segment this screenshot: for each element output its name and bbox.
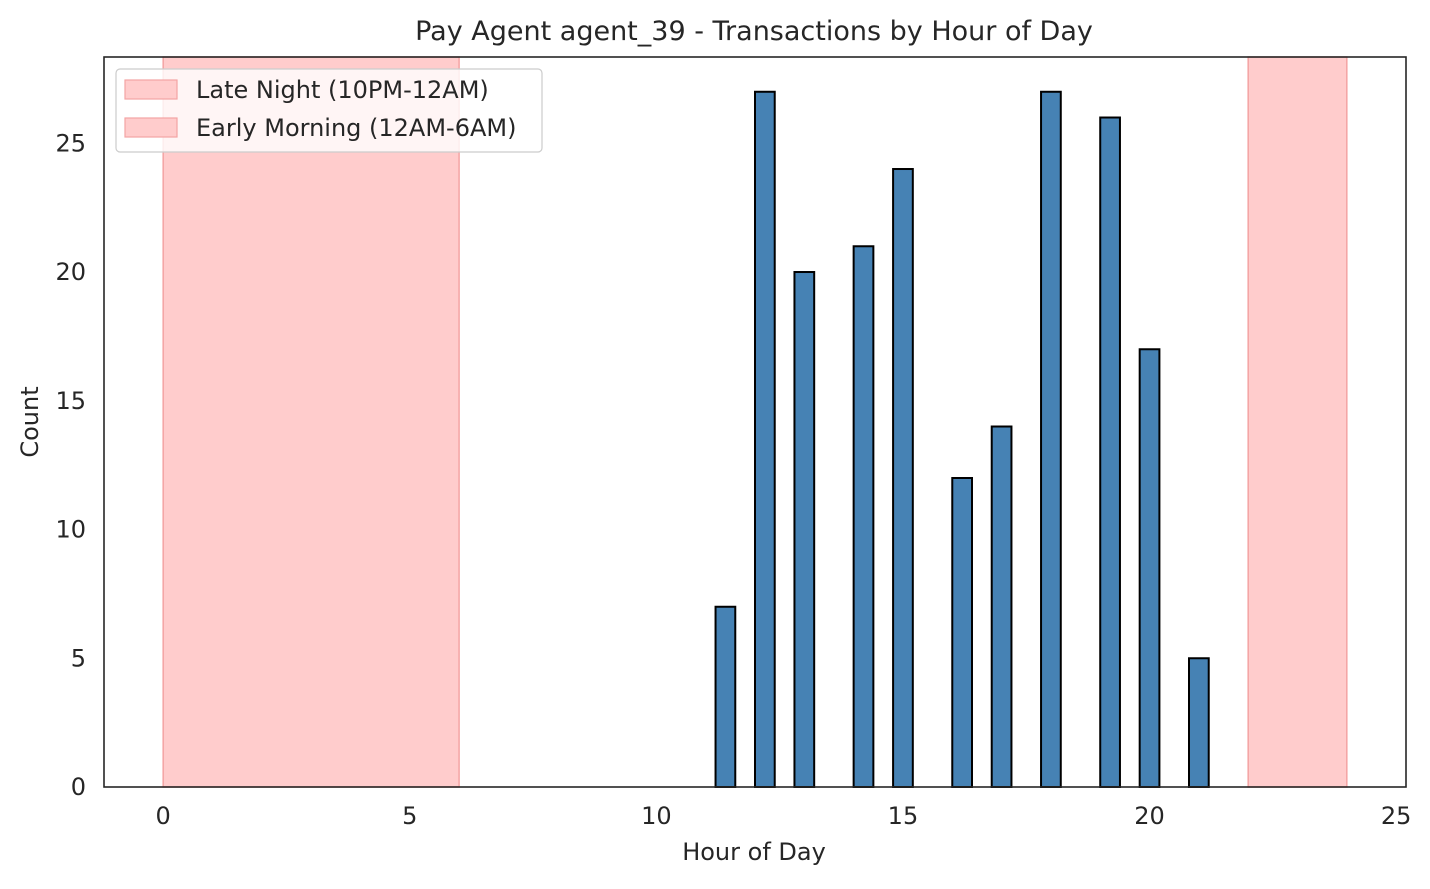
y-tick-label: 10 [55,516,86,544]
y-tick-label: 15 [55,387,86,415]
x-tick-label: 5 [402,802,417,830]
bar [1188,657,1210,788]
y-tick-label: 5 [71,644,86,672]
shaded-region-late-night [1247,56,1348,788]
legend-swatch-early-morning [124,117,178,138]
bar [793,271,816,789]
shaded-regions [162,56,1348,788]
x-tick-label: 0 [156,802,171,830]
bar [990,425,1013,788]
bar [892,168,914,789]
legend-label-late-night: Late Night (10PM-12AM) [196,76,489,104]
bar [714,605,737,789]
x-tick-label: 10 [641,802,672,830]
legend-label-early-morning: Early Morning (12AM-6AM) [196,114,516,142]
plot-frame [103,56,1407,788]
bar [1099,116,1121,788]
bar [1040,90,1062,788]
legend-box [115,68,543,153]
x-tick-label: 15 [888,802,919,830]
y-axis-label: Count [16,386,44,457]
bar [754,90,776,788]
chart-title: Pay Agent agent_39 - Transactions by Hou… [415,16,1093,47]
y-tick-label: 20 [55,258,86,286]
y-tick-label: 0 [71,773,86,801]
bars [714,90,1210,789]
bar [951,477,973,788]
bar [1138,348,1161,788]
y-tick-label: 25 [55,129,86,157]
x-tick-label: 20 [1134,802,1165,830]
bar [852,245,875,788]
legend: Late Night (10PM-12AM) Early Morning (12… [115,68,543,153]
x-axis-ticks: 0 5 10 15 20 25 [156,802,1412,830]
x-axis-label: Hour of Day [682,838,826,866]
legend-swatch-late-night [124,79,178,100]
y-axis-ticks: 0 5 10 15 20 25 [55,129,86,801]
shaded-region-early-morning [162,56,460,788]
x-tick-label: 25 [1381,802,1412,830]
